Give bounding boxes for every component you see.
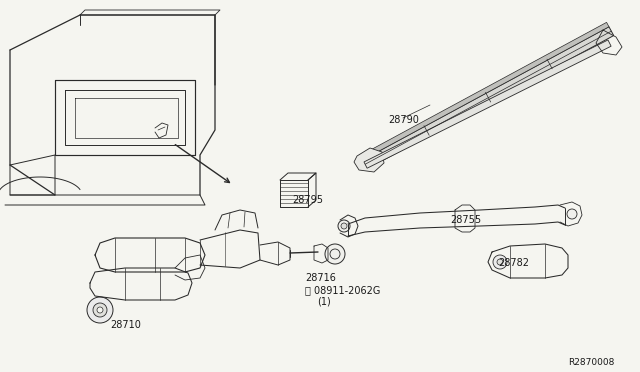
Text: (1): (1) bbox=[317, 296, 331, 306]
Polygon shape bbox=[360, 22, 609, 160]
Circle shape bbox=[97, 307, 103, 313]
Circle shape bbox=[567, 209, 577, 219]
Circle shape bbox=[497, 259, 503, 265]
Circle shape bbox=[87, 297, 113, 323]
Circle shape bbox=[341, 223, 347, 229]
Circle shape bbox=[330, 249, 340, 259]
Circle shape bbox=[325, 244, 345, 264]
Polygon shape bbox=[364, 40, 611, 168]
Text: 28782: 28782 bbox=[498, 258, 529, 268]
Text: 28795: 28795 bbox=[292, 195, 323, 205]
Text: ⓝ 08911-2062G: ⓝ 08911-2062G bbox=[305, 285, 380, 295]
Text: R2870008: R2870008 bbox=[568, 358, 614, 367]
Polygon shape bbox=[354, 148, 384, 172]
Text: 28710: 28710 bbox=[110, 320, 141, 330]
Polygon shape bbox=[363, 27, 614, 169]
Circle shape bbox=[493, 255, 507, 269]
Text: 28716: 28716 bbox=[305, 273, 336, 283]
Circle shape bbox=[338, 220, 350, 232]
Circle shape bbox=[93, 303, 107, 317]
Text: 28790: 28790 bbox=[388, 115, 419, 125]
Text: 28755: 28755 bbox=[450, 215, 481, 225]
